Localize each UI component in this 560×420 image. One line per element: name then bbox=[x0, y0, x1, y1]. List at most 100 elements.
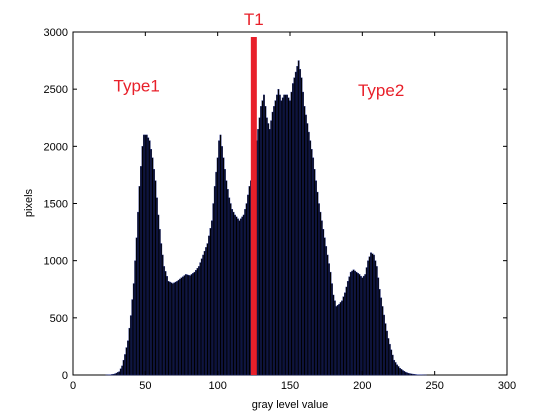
histogram-bar bbox=[265, 117, 268, 376]
histogram-bar bbox=[313, 169, 316, 376]
histogram-bar bbox=[112, 373, 115, 376]
histogram-bar bbox=[316, 191, 319, 376]
histogram-bar bbox=[163, 266, 166, 376]
histogram-bar bbox=[222, 157, 225, 376]
histogram-bar bbox=[296, 66, 299, 376]
histogram-bar bbox=[173, 282, 176, 376]
histogram-bar bbox=[341, 300, 343, 376]
histogram-bar bbox=[294, 71, 297, 376]
histogram-bar bbox=[184, 274, 187, 376]
histogram-bar bbox=[283, 94, 286, 376]
histogram-bar bbox=[404, 371, 407, 376]
histogram-bar bbox=[346, 281, 349, 376]
y-axis: 0 500 1000 1500 2000 2500 3000 bbox=[44, 27, 507, 382]
y-tick-label: 2000 bbox=[44, 141, 68, 153]
histogram-bar bbox=[315, 180, 317, 376]
histogram-bar bbox=[187, 274, 190, 376]
histogram-bar bbox=[140, 166, 142, 376]
histogram-bar bbox=[271, 111, 274, 376]
histogram-bar bbox=[203, 250, 206, 376]
histogram-bar bbox=[195, 270, 197, 376]
histogram-bar bbox=[345, 286, 348, 376]
histogram-bar bbox=[406, 372, 409, 376]
histogram-bar bbox=[390, 349, 393, 376]
histogram-bar bbox=[375, 266, 378, 376]
histogram-bar bbox=[399, 367, 401, 376]
histogram-bar bbox=[118, 371, 121, 376]
histogram-bar bbox=[274, 100, 277, 376]
histogram-bar bbox=[238, 220, 241, 376]
histogram-bar bbox=[407, 373, 410, 376]
histogram-bar bbox=[414, 374, 417, 376]
histogram-bar bbox=[310, 149, 313, 376]
histogram-bar bbox=[157, 214, 160, 376]
histogram-bar bbox=[182, 276, 184, 376]
histogram-bar bbox=[378, 289, 381, 376]
histogram-bar bbox=[218, 140, 221, 376]
histogram-bar bbox=[212, 203, 215, 376]
histogram-bar bbox=[287, 97, 290, 376]
histogram-bar bbox=[318, 203, 320, 376]
histogram-bar bbox=[267, 123, 270, 376]
histogram-bar bbox=[124, 354, 126, 376]
y-tick-label: 2500 bbox=[44, 84, 68, 96]
histogram-bar bbox=[150, 149, 153, 376]
histogram-bar bbox=[231, 209, 234, 376]
histogram-bar bbox=[364, 274, 367, 376]
histogram-bar bbox=[205, 247, 207, 376]
histogram-bar bbox=[151, 157, 154, 376]
x-axis-title: gray level value bbox=[252, 399, 328, 411]
x-tick-label: 200 bbox=[353, 380, 371, 392]
histogram-bar bbox=[199, 262, 202, 376]
histogram-bar bbox=[332, 294, 335, 376]
histogram-bar bbox=[206, 243, 209, 376]
histogram-bar bbox=[277, 88, 280, 376]
histogram-bar bbox=[228, 197, 231, 376]
histogram-bar bbox=[196, 268, 199, 376]
histogram-bar bbox=[413, 374, 416, 376]
histogram-bar bbox=[210, 220, 213, 376]
annotation-type1: Type1 bbox=[114, 76, 160, 95]
histogram-bar bbox=[297, 60, 300, 376]
histogram-bar bbox=[276, 94, 278, 376]
histogram-bar bbox=[148, 140, 151, 376]
histogram-bar bbox=[128, 327, 131, 376]
histogram-bar bbox=[355, 271, 358, 376]
x-tick-label: 300 bbox=[498, 380, 516, 392]
histogram-bar bbox=[359, 275, 362, 376]
histogram-bar bbox=[161, 254, 164, 376]
histogram-bar bbox=[226, 189, 229, 376]
histogram-bar bbox=[170, 282, 173, 376]
histogram-bar bbox=[357, 273, 359, 376]
histogram-bar bbox=[394, 362, 397, 376]
histogram-bar bbox=[331, 283, 333, 376]
histogram-bar bbox=[261, 100, 264, 376]
histogram-bar bbox=[306, 123, 309, 376]
histogram-bar bbox=[371, 253, 374, 376]
histogram-bar bbox=[320, 220, 323, 376]
x-tick-label: 0 bbox=[70, 380, 76, 392]
histogram-bar bbox=[349, 271, 352, 376]
histogram-bar bbox=[354, 270, 356, 376]
histogram-bar bbox=[145, 134, 148, 376]
histogram-bar bbox=[290, 91, 293, 376]
histogram-bar bbox=[141, 146, 144, 376]
histogram-bar bbox=[268, 129, 271, 376]
histogram-bar bbox=[197, 266, 200, 376]
histogram-bar bbox=[213, 186, 216, 376]
x-tick-label: 250 bbox=[425, 380, 443, 392]
histogram-bar bbox=[244, 209, 247, 376]
histogram-bar bbox=[328, 263, 330, 376]
histogram-bar bbox=[381, 306, 384, 376]
histogram-bar bbox=[167, 281, 170, 376]
y-tick-label: 500 bbox=[50, 313, 68, 325]
histogram-bar bbox=[260, 106, 262, 376]
y-axis-title: pixels bbox=[23, 188, 35, 217]
annotation-type2: Type2 bbox=[358, 81, 404, 100]
histogram-bar bbox=[383, 314, 385, 376]
y-tick-label: 1000 bbox=[44, 256, 68, 268]
histogram-bar bbox=[409, 373, 411, 376]
histogram-bar bbox=[116, 372, 119, 376]
histogram-bar bbox=[193, 271, 196, 376]
